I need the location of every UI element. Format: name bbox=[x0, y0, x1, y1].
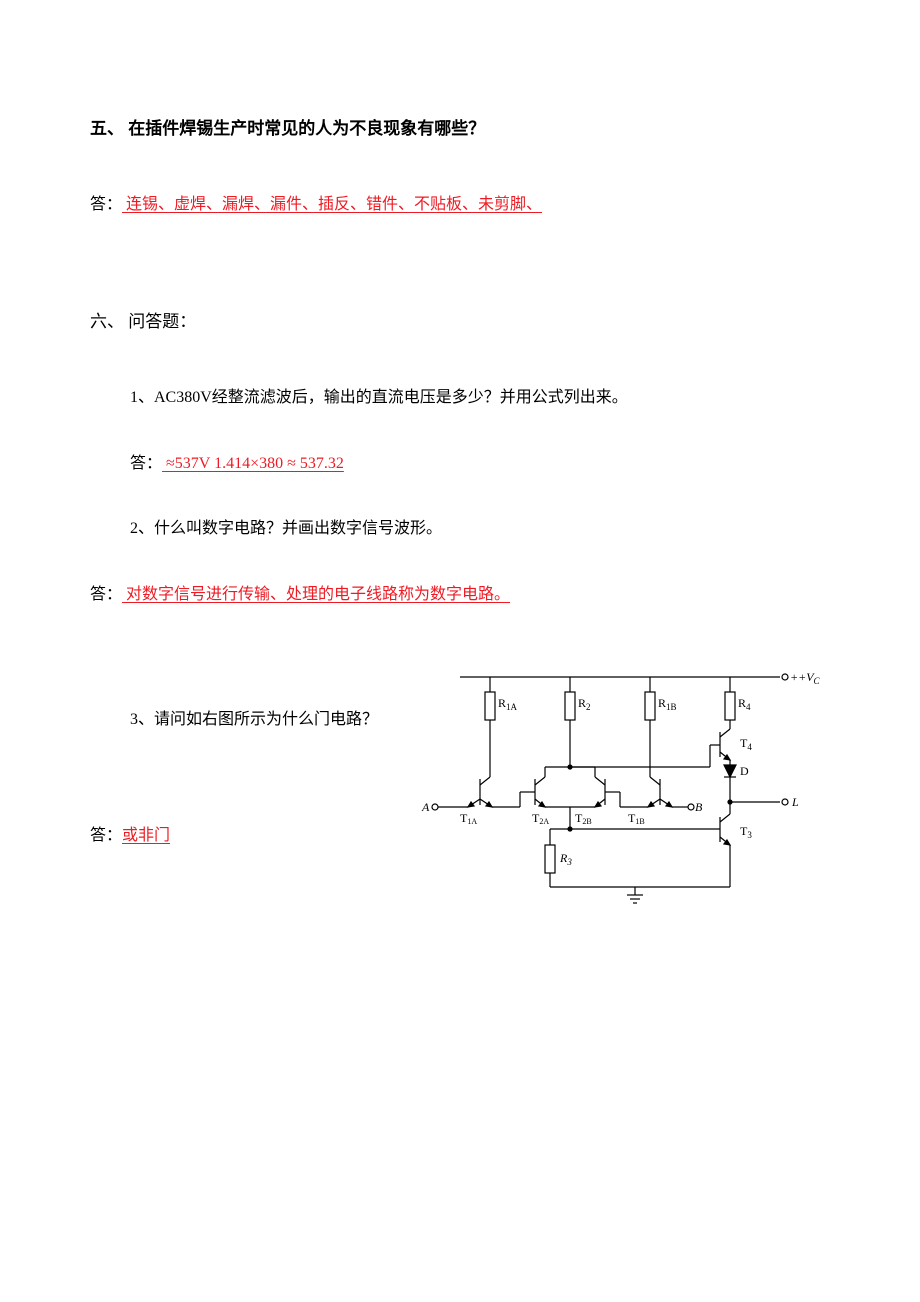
answer-prefix: 答： bbox=[90, 586, 122, 603]
answer-prefix: 答： bbox=[90, 196, 122, 213]
section-6-heading: 六、 问答题： bbox=[90, 308, 830, 335]
svg-text:R4: R4 bbox=[738, 696, 751, 712]
svg-text:R2: R2 bbox=[578, 696, 591, 712]
svg-text:R1A: R1A bbox=[498, 696, 518, 712]
q3-answer-line: 答：或非门 bbox=[90, 823, 420, 849]
q3-row: 3、请问如右图所示为什么门电路？ 答：或非门 ++VCC R1A bbox=[90, 657, 830, 926]
q2-answer-line: 答： 对数字信号进行传输、处理的电子线路称为数字电路。 bbox=[90, 582, 830, 608]
svg-text:R3: R3 bbox=[559, 851, 572, 867]
circuit-diagram-container: ++VCC R1A R2 R1B bbox=[420, 657, 830, 926]
q1-answer-line: 答： ≈537V 1.414×380 ≈ 537.32 bbox=[130, 451, 830, 477]
q1-answer: ≈537V 1.414×380 ≈ 537.32 bbox=[162, 455, 344, 472]
svg-text:L: L bbox=[791, 795, 799, 809]
circuit-diagram: ++VCC R1A R2 R1B bbox=[420, 657, 820, 917]
q2-text: 2、什么叫数字电路？并画出数字信号波形。 bbox=[130, 516, 830, 542]
section-5-answer: 连锡、虚焊、漏焊、漏件、插反、错件、不贴板、未剪脚、 bbox=[122, 196, 542, 213]
svg-text:T1A: T1A bbox=[460, 811, 477, 826]
section-5-answer-line: 答： 连锡、虚焊、漏焊、漏件、插反、错件、不贴板、未剪脚、 bbox=[90, 192, 830, 218]
svg-text:B: B bbox=[695, 800, 703, 814]
answer-prefix: 答： bbox=[130, 455, 162, 472]
q3-text: 3、请问如右图所示为什么门电路？ bbox=[130, 707, 420, 733]
svg-text:A: A bbox=[421, 800, 430, 814]
q3-text-column: 3、请问如右图所示为什么门电路？ 答：或非门 bbox=[90, 657, 420, 848]
svg-text:T2B: T2B bbox=[575, 811, 592, 826]
svg-text:T2A: T2A bbox=[532, 811, 549, 826]
svg-text:R1B: R1B bbox=[658, 696, 677, 712]
document-page: 五、 在插件焊锡生产时常见的人为不良现象有哪些？ 答： 连锡、虚焊、漏焊、漏件、… bbox=[0, 0, 920, 986]
svg-text:++VCC: ++VCC bbox=[790, 670, 820, 686]
svg-text:T3: T3 bbox=[740, 824, 752, 840]
svg-text:D: D bbox=[740, 764, 749, 778]
q3-answer: 或非门 bbox=[122, 827, 170, 844]
svg-text:T4: T4 bbox=[740, 736, 752, 752]
answer-prefix: 答： bbox=[90, 827, 122, 844]
q1-text: 1、AC380V经整流滤波后，输出的直流电压是多少？并用公式列出来。 bbox=[130, 385, 830, 411]
q2-answer: 对数字信号进行传输、处理的电子线路称为数字电路。 bbox=[122, 586, 510, 603]
svg-text:T1B: T1B bbox=[628, 811, 645, 826]
section-5-heading: 五、 在插件焊锡生产时常见的人为不良现象有哪些？ bbox=[90, 115, 830, 142]
